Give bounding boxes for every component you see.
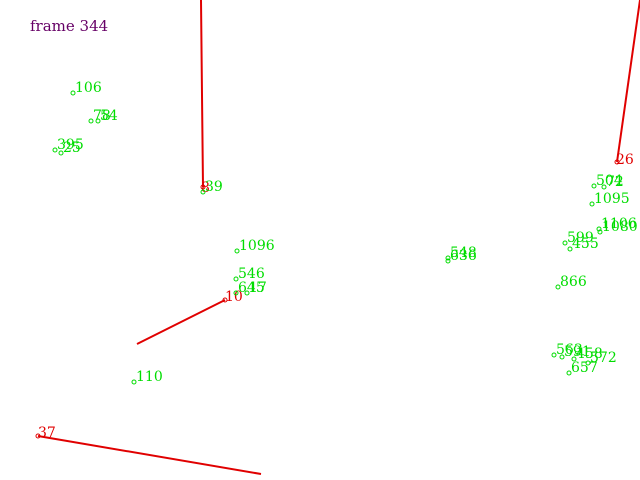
feature-point: 54 xyxy=(95,108,118,124)
feature-point-id-label: 657 xyxy=(571,360,598,376)
track-id-label: 37 xyxy=(38,425,56,441)
feature-point: 72 xyxy=(601,174,624,190)
feature-point-id-label: 866 xyxy=(560,274,587,290)
feature-point: 458 xyxy=(571,346,603,362)
feature-point: 25 xyxy=(58,140,81,156)
feature-point-id-label: 17 xyxy=(249,280,267,296)
track-id-label: 26 xyxy=(616,152,634,168)
feature-point-marker xyxy=(445,255,451,261)
feature-point-marker xyxy=(571,356,577,362)
feature-point-id-label: 548 xyxy=(450,245,477,261)
feature-point: 866 xyxy=(555,274,587,290)
feature-point-id-label: 546 xyxy=(238,266,265,282)
feature-point: 1106 xyxy=(596,216,637,232)
feature-point: 39 xyxy=(200,179,223,195)
feature-point-marker xyxy=(233,290,239,296)
feature-point-id-label: 1106 xyxy=(601,216,637,232)
feature-point-marker xyxy=(551,352,557,358)
feature-point-marker xyxy=(52,147,58,153)
track-trail xyxy=(200,0,204,188)
feature-point: 546 xyxy=(233,266,265,282)
feature-point-marker xyxy=(233,276,239,282)
feature-point: 1096 xyxy=(234,238,275,254)
feature-point-marker xyxy=(601,184,607,190)
feature-point: 599 xyxy=(562,230,594,246)
feature-point-marker xyxy=(591,183,597,189)
feature-point-id-label: 1080 xyxy=(602,219,638,235)
feature-point-id-label: 599 xyxy=(567,230,594,246)
feature-point-marker xyxy=(589,201,595,207)
active-track: 10 xyxy=(136,289,243,345)
track-point-marker xyxy=(200,184,206,190)
feature-point-marker xyxy=(562,240,568,246)
track-trail xyxy=(136,299,226,345)
feature-point: 572 xyxy=(585,350,617,366)
feature-point-id-label: 572 xyxy=(590,350,617,366)
active-track: 26 xyxy=(614,0,640,168)
feature-point: 1080 xyxy=(597,219,638,235)
feature-point: 17 xyxy=(244,280,267,296)
feature-point-id-label: 645 xyxy=(238,280,265,296)
feature-point-id-label: 72 xyxy=(606,174,624,190)
feature-point-marker xyxy=(200,189,206,195)
feature-point-id-label: 636 xyxy=(450,248,477,264)
feature-point: 455 xyxy=(567,236,599,252)
track-id-label: 8 xyxy=(201,180,210,196)
feature-point: 106 xyxy=(70,80,102,96)
feature-point: 657 xyxy=(566,360,598,376)
feature-point: 548 xyxy=(445,245,477,261)
feature-point-marker xyxy=(58,150,64,156)
track-point-marker xyxy=(614,159,620,165)
track-trail xyxy=(37,435,262,475)
feature-point: 591 xyxy=(559,344,591,360)
feature-point: 78 xyxy=(88,108,111,124)
feature-point-marker xyxy=(95,118,101,124)
feature-point-id-label: 458 xyxy=(576,346,603,362)
feature-point-marker xyxy=(244,290,250,296)
track-point-marker xyxy=(35,433,41,439)
feature-point: 1095 xyxy=(589,191,630,207)
feature-point: 563 xyxy=(551,342,583,358)
feature-point-id-label: 395 xyxy=(57,137,84,153)
feature-point: 645 xyxy=(233,280,265,296)
feature-point-marker xyxy=(585,360,591,366)
feature-point-marker xyxy=(559,354,565,360)
feature-point-id-label: 455 xyxy=(572,236,599,252)
active-track: 8 xyxy=(200,0,210,196)
frame-label: frame 344 xyxy=(30,17,108,35)
feature-point-marker xyxy=(566,370,572,376)
feature-point-id-label: 563 xyxy=(556,342,583,358)
feature-point-id-label: 1095 xyxy=(594,191,630,207)
feature-point-marker xyxy=(88,118,94,124)
feature-point-marker xyxy=(445,258,451,264)
track-point-marker xyxy=(222,297,228,303)
track-trail xyxy=(616,0,640,163)
feature-point-id-label: 78 xyxy=(93,108,111,124)
active-track: 37 xyxy=(35,425,262,475)
feature-point-id-label: 25 xyxy=(63,140,81,156)
feature-point-id-label: 110 xyxy=(136,369,163,385)
feature-point-id-label: 1096 xyxy=(239,238,275,254)
feature-point-marker xyxy=(131,379,137,385)
feature-point: 110 xyxy=(131,369,163,385)
feature-point-marker xyxy=(70,90,76,96)
feature-points: 1067854395253910965466451711054863650472… xyxy=(52,80,638,385)
feature-point-marker xyxy=(597,229,603,235)
feature-point-id-label: 591 xyxy=(564,344,591,360)
feature-point-marker xyxy=(567,246,573,252)
feature-point: 636 xyxy=(445,248,477,264)
feature-point-id-label: 54 xyxy=(100,108,118,124)
feature-point-marker xyxy=(555,284,561,290)
feature-point-id-label: 39 xyxy=(205,179,223,195)
feature-point: 395 xyxy=(52,137,84,153)
feature-point-marker xyxy=(596,226,602,232)
feature-point-id-label: 106 xyxy=(75,80,102,96)
feature-point-marker xyxy=(234,248,240,254)
